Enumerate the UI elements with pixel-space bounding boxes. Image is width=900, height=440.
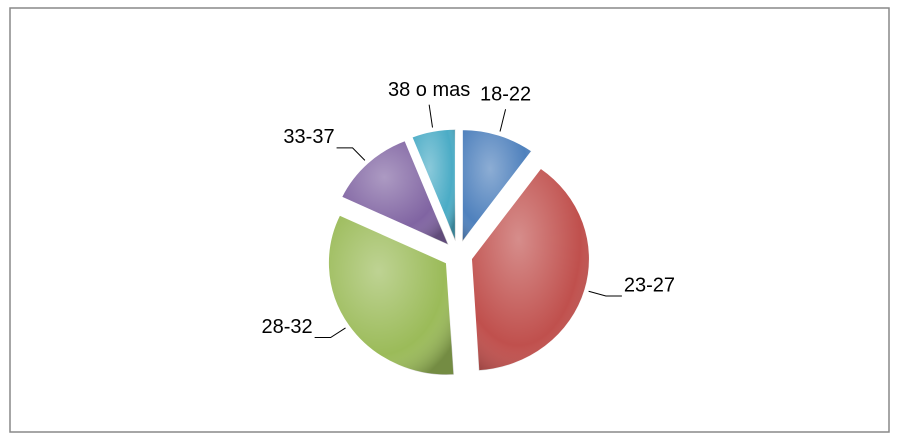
slice-shade bbox=[471, 168, 590, 371]
slice-label: 38 o mas bbox=[388, 79, 470, 101]
slice-label: 23-27 bbox=[624, 274, 675, 296]
slice-shade bbox=[341, 140, 449, 245]
slice-shade bbox=[411, 129, 456, 242]
slice-label: 28-32 bbox=[261, 316, 312, 338]
leader-line bbox=[336, 147, 366, 161]
slice-label: 33-37 bbox=[283, 126, 334, 148]
leader-line bbox=[588, 290, 622, 297]
slice-shade bbox=[462, 129, 532, 242]
leader-line bbox=[428, 104, 434, 128]
slice-shade bbox=[328, 215, 454, 375]
pie: 18-22 23-27 28-32 33-37 38 o mas bbox=[261, 79, 675, 376]
slice-label: 18-22 bbox=[480, 84, 531, 106]
leader-line bbox=[499, 109, 507, 132]
leader-line bbox=[314, 327, 346, 339]
